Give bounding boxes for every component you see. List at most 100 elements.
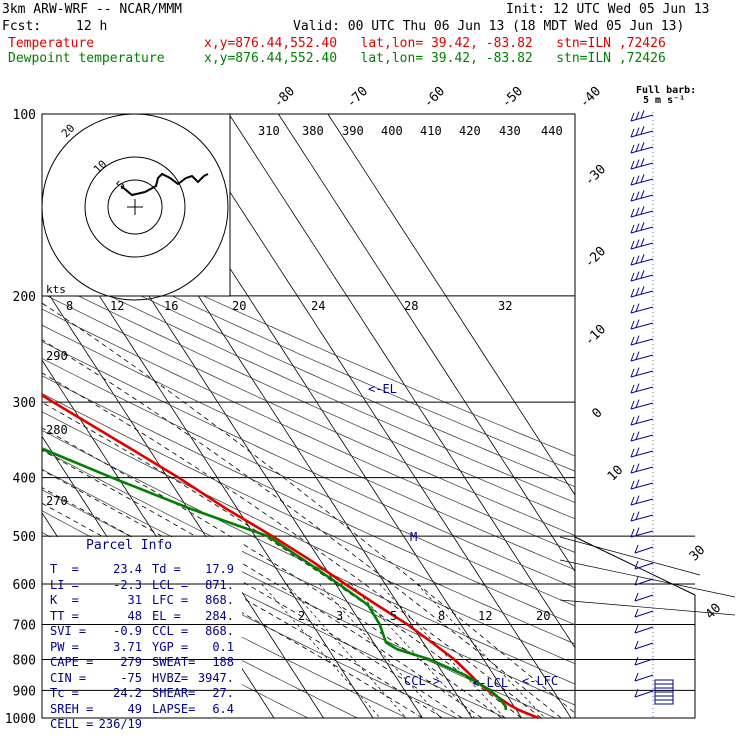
- wind-barb-flag: [635, 511, 640, 520]
- wind-barb-flag: [635, 255, 640, 264]
- wind-barb-flag: [635, 479, 640, 488]
- lfc-marker: <-LFC: [522, 674, 558, 688]
- wind-barb: [634, 690, 654, 698]
- wind-barb-flag: [634, 640, 639, 650]
- wind-barb: [630, 306, 654, 314]
- parcel-cell: 31: [127, 593, 142, 607]
- parcel-cell: SWEAT=: [152, 655, 196, 669]
- parcel-cell: LCL =: [152, 577, 189, 592]
- wind-barb: [630, 146, 654, 154]
- wind-barb-flag: [640, 206, 645, 215]
- pressure-tick-label: 200: [13, 290, 36, 305]
- wind-barb: [630, 514, 654, 522]
- wind-barb-flag: [635, 319, 640, 328]
- isotherm-label: -20: [582, 244, 609, 271]
- wind-barb-flag: [630, 320, 635, 330]
- parcel-row: SVI = -0.9 CCL = 868.: [50, 624, 240, 639]
- wind-barb: [634, 658, 654, 666]
- wind-barb: [630, 402, 654, 410]
- isotherm-label: -80: [271, 84, 298, 111]
- isotherm-label: 0: [589, 405, 605, 421]
- wind-barb-flag: [635, 143, 640, 152]
- dry-adiabat-line: [42, 449, 575, 706]
- parcel-cell: PW =: [50, 639, 79, 654]
- mixing-ratio-label: 8: [438, 609, 445, 623]
- moist-adiabat-line: [42, 372, 542, 719]
- wind-barb-flag: [630, 528, 635, 538]
- parcel-cell: CCL =: [152, 624, 189, 638]
- wind-barb: [630, 466, 654, 474]
- parcel-row: K = 31 LFC = 868.: [50, 593, 240, 608]
- ccl-marker: CCL->: [404, 674, 440, 688]
- wind-barb-flag: [634, 608, 639, 618]
- wind-barb-flag: [630, 336, 635, 346]
- mixing-ratio-line: [416, 583, 546, 719]
- wind-barb-flag: [640, 190, 645, 199]
- wind-barb-flag: [635, 287, 640, 296]
- isotherm-line: [179, 114, 572, 719]
- parcel-cell: 27.: [212, 686, 234, 700]
- parcel-cell: 6.4: [212, 701, 234, 716]
- theta-label: 440: [541, 124, 563, 138]
- dry-adiabat-line: [42, 341, 575, 588]
- wind-barb: [634, 674, 654, 682]
- wind-barb: [630, 274, 654, 282]
- el-marker: <-EL: [368, 382, 397, 396]
- isotherm-line: [327, 114, 575, 496]
- parcel-cell: LAPSE=: [152, 701, 196, 716]
- isotherm-line: [129, 114, 522, 719]
- parcel-cell: 0.1: [212, 639, 234, 654]
- wind-barb-flag: [635, 351, 640, 360]
- wind-barb-flag: [634, 688, 639, 698]
- dry-adiabat-line: [42, 233, 575, 472]
- isotherm-extension: [559, 536, 701, 576]
- wind-barb-flag: [634, 672, 639, 682]
- isotherm-label: 10: [605, 463, 627, 485]
- model-title: 3km ARW-WRF -- NCAR/MMM: [2, 2, 183, 17]
- wind-barb-flag: [640, 286, 645, 295]
- wind-barb-flag: [640, 110, 645, 119]
- wind-barb-flag: [635, 527, 640, 536]
- wind-barb-flag: [634, 576, 639, 586]
- wind-barb-flag: [634, 624, 639, 634]
- wind-barb-flag: [640, 270, 645, 279]
- parcel-cell: 188: [212, 655, 234, 669]
- pressure-tick-label: 300: [13, 396, 36, 411]
- hodograph-speed-label: 24: [311, 299, 325, 313]
- wind-barb-flag: [635, 191, 640, 200]
- wind-key-line1: Full barb:: [636, 85, 696, 96]
- wind-barb-flag: [630, 448, 635, 458]
- wind-barb-flag: [635, 431, 640, 440]
- isotherm-line: [228, 114, 575, 649]
- parcel-cell: SVI =: [50, 624, 87, 638]
- wind-barb-flag: [630, 288, 635, 298]
- wind-barb-flag: [630, 400, 635, 410]
- wind-barb: [630, 290, 654, 298]
- wind-barb: [630, 370, 654, 378]
- parcel-row: SREH = 49 LAPSE= 6.4: [50, 702, 240, 717]
- parcel-cell: Tc =: [50, 686, 79, 700]
- isotherm-line: [278, 114, 575, 573]
- parcel-cell: 23.4: [113, 562, 142, 576]
- plot-frame-extension: [42, 114, 696, 719]
- wind-barb-flag: [630, 304, 635, 314]
- wind-barb-flag: [630, 112, 635, 122]
- pressure-tick-label: 800: [13, 653, 36, 668]
- wind-barb: [630, 210, 654, 218]
- mixing-ratio-label: 20: [536, 609, 550, 623]
- temperature-legend-info: x,y=876.44,552.40 lat,lon= 39.42, -83.82…: [204, 36, 666, 51]
- parcel-cell: SHEAR=: [152, 686, 196, 700]
- mixing-ratio-label: 3: [336, 609, 343, 623]
- forecast-label: Fcst:: [2, 19, 42, 34]
- isotherm-line: [42, 206, 374, 719]
- mixing-ratio-line: [261, 583, 381, 719]
- parcel-row: Tc = 24.2 SHEAR= 27.: [50, 686, 240, 701]
- pressure-tick-label: 600: [13, 578, 36, 593]
- isotherm-label: 30: [687, 543, 709, 565]
- wind-barb-flag: [630, 128, 635, 138]
- parcel-row: TT = 48 EL = 284.: [50, 609, 240, 624]
- wind-barb: [630, 178, 654, 186]
- isotherm-label: -10: [582, 322, 609, 349]
- wind-barb: [630, 418, 654, 426]
- wind-barb-flag: [634, 544, 639, 554]
